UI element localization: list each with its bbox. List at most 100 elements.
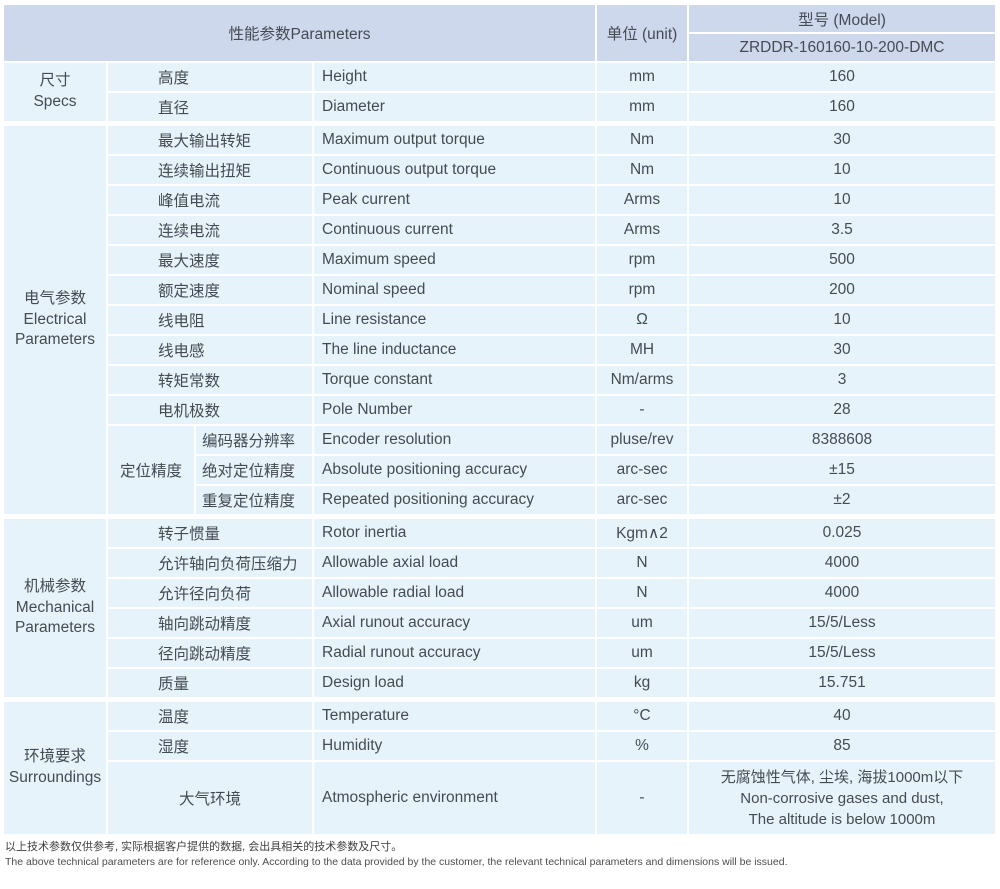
- param-value: 30: [687, 121, 997, 156]
- section-label-cn: 尺寸: [39, 72, 71, 90]
- param-name-en: Axial runout accuracy: [312, 607, 597, 639]
- table-row: 轴向跳动精度 Axial runout accuracy um 15/5/Less: [3, 607, 997, 639]
- spec-table: 性能参数Parameters 单位 (unit) 型号 (Model) ZRDD…: [2, 3, 997, 836]
- param-name-en: Nominal speed: [312, 274, 597, 306]
- param-unit: kg: [595, 667, 689, 701]
- table-row: 峰值电流 Peak current Arms 10: [3, 184, 997, 216]
- param-value: 10: [687, 184, 997, 216]
- param-unit: rpm: [595, 244, 689, 276]
- table-row: 大气环境 Atmospheric environment - 无腐蚀性气体, 尘埃, …: [3, 760, 997, 836]
- param-value: 4000: [687, 547, 997, 579]
- table-row: 径向跳动精度 Radial runout accuracy um 15/5/Less: [3, 637, 997, 669]
- param-name-en: Maximum output torque: [312, 121, 597, 156]
- param-value: 28: [687, 394, 997, 426]
- section-label-en: Electrical Parameters: [14, 310, 96, 349]
- section-label-en: Surroundings: [8, 769, 102, 786]
- section-label-cn: 机械参数: [23, 577, 86, 595]
- param-name-en: Temperature: [312, 697, 597, 732]
- group-label: 定位精度: [106, 424, 196, 518]
- param-value: 无腐蚀性气体, 尘埃, 海拔1000m以下 Non-corrosive gases…: [687, 760, 997, 836]
- spec-sheet: 性能参数Parameters 单位 (unit) 型号 (Model) ZRDD…: [2, 3, 997, 869]
- param-unit: arc-sec: [595, 454, 689, 486]
- param-unit: -: [595, 394, 689, 426]
- table-row: 额定速度 Nominal speed rpm 200: [3, 274, 997, 306]
- param-name-cn: 线电感: [106, 334, 314, 366]
- table-row: 允许轴向负荷压缩力 Allowable axial load N 4000: [3, 547, 997, 579]
- param-name-cn: 最大速度: [106, 244, 314, 276]
- param-name-en: Atmospheric environment: [312, 760, 597, 836]
- table-row: 连续输出扭矩 Continuous output torque Nm 10: [3, 154, 997, 186]
- header-model-value: ZRDDR-160160-10-200-DMC: [687, 32, 997, 63]
- header-model-label: 型号 (Model): [687, 3, 997, 34]
- param-name-cn: 编码器分辨率: [194, 424, 314, 456]
- param-name-en: Humidity: [312, 730, 597, 762]
- param-name-cn: 绝对定位精度: [194, 454, 314, 486]
- param-name-en: Diameter: [312, 91, 597, 125]
- table-row: 环境要求 Surroundings 温度 Temperature °C 40: [2, 697, 997, 836]
- param-unit: °C: [595, 697, 689, 732]
- param-value: 0.025: [687, 514, 997, 549]
- param-value: 10: [687, 154, 997, 186]
- param-name-cn: 连续电流: [106, 214, 314, 246]
- param-value: 4000: [687, 577, 997, 609]
- table-row: 定位精度 编码器分辨率 Encoder resolution pluse/rev 838…: [3, 424, 997, 518]
- param-value: 40: [687, 697, 997, 732]
- param-name-cn: 最大输出转矩: [106, 121, 314, 156]
- header-parameters: 性能参数Parameters: [2, 3, 597, 63]
- disclaimer-line-cn: 以上技术参数仅供参考, 实际根据客户提供的数据, 会出具相关的技术参数及尺寸。: [5, 841, 403, 853]
- param-name-en: Allowable radial load: [312, 577, 597, 609]
- param-name-en: Absolute positioning accuracy: [312, 454, 597, 486]
- param-value: 15/5/Less: [687, 607, 997, 639]
- param-unit: Arms: [595, 184, 689, 216]
- param-name-en: Continuous current: [312, 214, 597, 246]
- param-unit: %: [595, 730, 689, 762]
- param-value: 200: [687, 274, 997, 306]
- header-unit: 单位 (unit): [595, 3, 689, 63]
- param-name-cn: 温度: [106, 697, 314, 732]
- table-row: 电机极数 Pole Number -28: [3, 394, 997, 426]
- param-name-en: Allowable axial load: [312, 547, 597, 579]
- param-value: 8388608: [687, 424, 997, 456]
- param-unit: Nm: [595, 121, 689, 156]
- param-name-en: Peak current: [312, 184, 597, 216]
- param-name-cn: 峰值电流: [106, 184, 314, 216]
- param-name-cn: 允许径向负荷: [106, 577, 314, 609]
- param-unit: Nm/arms: [595, 364, 689, 396]
- param-value: 160: [687, 91, 997, 125]
- param-unit: arc-sec: [595, 484, 689, 518]
- param-value: 500: [687, 244, 997, 276]
- section-label-cn: 环境要求: [23, 748, 86, 766]
- param-value: 15/5/Less: [687, 637, 997, 669]
- param-name-cn: 质量: [106, 667, 314, 701]
- param-name-en: Repeated positioning accuracy: [312, 484, 597, 518]
- section-label: 环境要求 Surroundings: [2, 697, 108, 836]
- table-row: 连续电流 Continuous current Arms 3.5: [3, 214, 997, 246]
- param-value: 10: [687, 304, 997, 336]
- param-name-en: Maximum speed: [312, 244, 597, 276]
- section-label: 电气参数 Electrical Parameters: [2, 121, 108, 518]
- param-name-cn: 电机极数: [106, 394, 314, 426]
- param-name-cn: 径向跳动精度: [106, 637, 314, 669]
- param-unit: N: [595, 547, 689, 579]
- param-name-en: Height: [312, 61, 597, 93]
- param-name-cn: 湿度: [106, 730, 314, 762]
- table-row: 质量 Design load kg 15.751: [3, 667, 997, 701]
- param-unit: -: [595, 760, 689, 836]
- param-name-cn: 转矩常数: [106, 364, 314, 396]
- param-value: 85: [687, 730, 997, 762]
- table-row: 线电阻 Line resistance Ω 10: [3, 304, 997, 336]
- section-label-cn: 电气参数: [23, 289, 86, 307]
- param-unit: Arms: [595, 214, 689, 246]
- header-row-1: 性能参数Parameters 单位 (unit) 型号 (Model): [2, 3, 997, 63]
- param-name-cn: 转子惯量: [106, 514, 314, 549]
- disclaimer-line-en: The above technical parameters are for r…: [5, 856, 788, 869]
- section-label: 机械参数 Mechanical Parameters: [2, 514, 108, 701]
- param-name-cn: 直径: [106, 91, 314, 125]
- param-value: 15.751: [687, 667, 997, 701]
- param-value-line: The altitude is below 1000m: [748, 810, 936, 828]
- param-name-cn: 轴向跳动精度: [106, 607, 314, 639]
- param-unit: Ω: [595, 304, 689, 336]
- table-row: 尺寸 Specs 高度 Height mm 160: [2, 61, 997, 125]
- table-row: 绝对定位精度 Absolute positioning accuracy arc-s…: [3, 454, 997, 486]
- param-name-en: Encoder resolution: [312, 424, 597, 456]
